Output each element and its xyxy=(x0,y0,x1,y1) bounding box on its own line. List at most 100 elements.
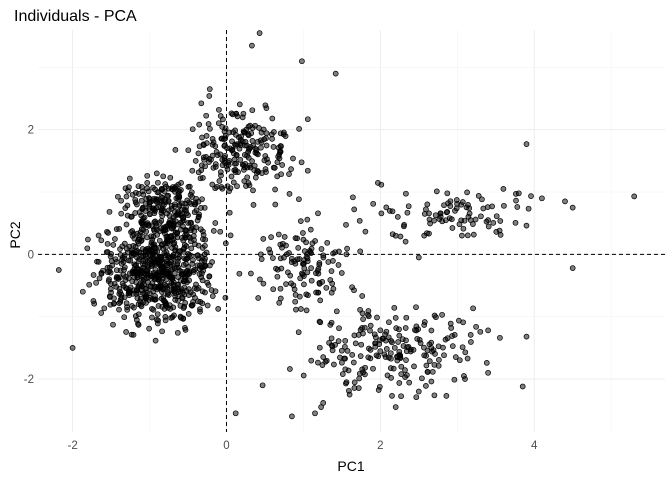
data-point xyxy=(227,232,234,239)
data-point xyxy=(449,343,456,349)
data-point xyxy=(216,178,223,184)
data-point xyxy=(392,315,399,321)
data-point xyxy=(325,259,332,265)
data-point xyxy=(144,185,150,192)
data-point xyxy=(300,230,306,236)
data-point xyxy=(523,333,530,340)
data-point xyxy=(445,200,451,207)
data-point xyxy=(158,253,165,260)
data-point xyxy=(124,202,131,209)
data-point xyxy=(335,338,342,344)
data-point xyxy=(562,198,568,205)
data-point xyxy=(360,316,366,322)
data-point xyxy=(183,256,189,263)
data-point xyxy=(383,346,390,352)
data-point xyxy=(151,210,158,217)
data-point xyxy=(245,131,251,138)
data-point xyxy=(383,204,390,211)
data-point xyxy=(345,367,352,374)
data-point xyxy=(260,236,267,242)
data-point xyxy=(172,188,178,195)
data-point xyxy=(356,375,363,382)
data-point xyxy=(396,380,403,386)
data-point xyxy=(232,167,239,173)
data-point xyxy=(228,173,235,180)
data-point xyxy=(272,186,278,193)
data-point xyxy=(252,145,259,152)
data-point xyxy=(287,272,294,279)
data-point xyxy=(464,232,471,239)
data-point xyxy=(423,362,430,369)
data-point xyxy=(140,205,146,212)
data-point xyxy=(316,280,323,286)
y-tick-labels: -2 0 2 xyxy=(24,125,34,386)
data-point xyxy=(370,365,376,372)
data-point xyxy=(176,203,183,209)
data-point xyxy=(497,334,503,341)
data-point xyxy=(330,250,336,257)
data-point xyxy=(301,281,307,288)
data-point xyxy=(519,383,526,390)
data-point xyxy=(179,210,185,217)
data-point xyxy=(398,371,405,377)
data-point xyxy=(222,294,229,301)
data-point xyxy=(468,339,474,345)
data-point xyxy=(497,218,504,224)
data-point xyxy=(123,221,130,228)
data-point xyxy=(220,136,227,143)
data-point xyxy=(442,217,449,224)
data-point xyxy=(194,217,201,224)
data-point xyxy=(466,205,473,212)
data-point xyxy=(402,238,409,245)
data-point xyxy=(193,207,200,214)
data-point xyxy=(316,318,323,325)
data-point xyxy=(132,262,138,269)
data-point xyxy=(143,200,149,207)
data-point xyxy=(240,162,247,169)
data-point xyxy=(132,196,139,203)
data-point xyxy=(144,172,151,179)
data-point xyxy=(465,213,472,220)
data-point xyxy=(428,327,435,334)
data-point xyxy=(315,289,321,296)
data-point xyxy=(156,244,163,251)
data-point xyxy=(104,240,111,247)
data-point xyxy=(162,227,169,233)
data-point xyxy=(433,314,439,321)
data-point xyxy=(141,214,148,221)
data-point xyxy=(217,151,224,158)
data-point xyxy=(130,269,137,276)
data-point xyxy=(477,328,484,335)
data-point xyxy=(349,284,355,291)
data-point xyxy=(320,354,327,360)
data-point xyxy=(456,357,463,364)
data-point xyxy=(386,319,392,326)
data-point xyxy=(473,323,479,330)
data-point xyxy=(286,171,292,177)
data-point xyxy=(270,255,276,261)
data-point xyxy=(268,234,274,240)
data-point xyxy=(569,204,576,211)
data-point xyxy=(403,348,410,355)
data-point xyxy=(169,314,176,320)
data-point xyxy=(318,404,324,410)
data-point xyxy=(274,266,281,273)
data-point xyxy=(378,210,385,217)
data-point xyxy=(288,166,294,172)
data-point xyxy=(207,125,213,132)
data-point xyxy=(274,173,281,180)
data-point xyxy=(493,229,500,235)
data-point xyxy=(174,230,180,237)
data-point xyxy=(373,352,380,359)
data-point xyxy=(216,106,222,113)
data-point xyxy=(150,233,157,240)
data-point xyxy=(131,274,138,281)
data-point xyxy=(130,231,137,237)
data-point xyxy=(208,156,214,163)
data-point xyxy=(188,219,194,226)
data-point xyxy=(295,329,302,336)
data-point xyxy=(189,167,196,174)
data-point xyxy=(259,382,266,389)
data-point xyxy=(123,329,129,335)
